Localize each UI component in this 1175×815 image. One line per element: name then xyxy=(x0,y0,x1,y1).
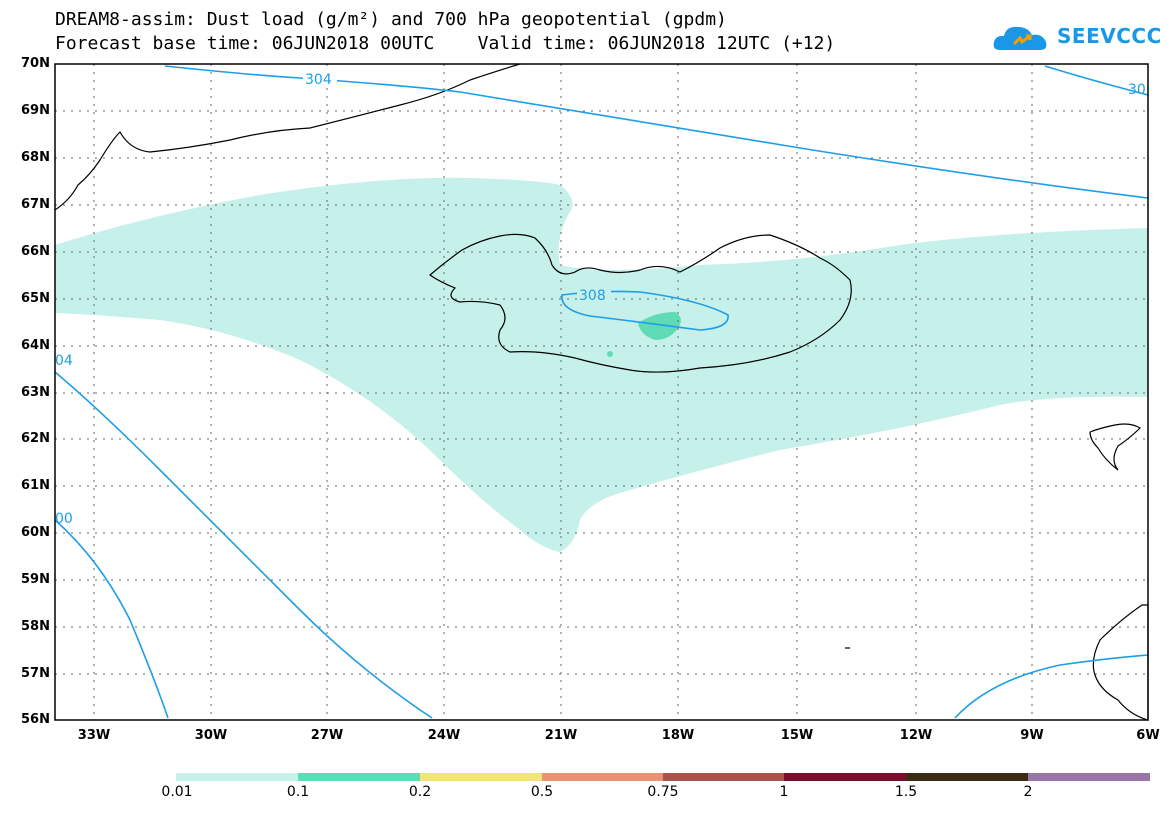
colorbar-label: 0.01 xyxy=(161,784,193,800)
lon-label: 15W xyxy=(780,728,814,743)
coastlines xyxy=(54,63,1149,721)
geopotential-contours xyxy=(54,65,1149,719)
lat-label: 67N xyxy=(21,197,50,212)
colorbar-label: 0.75 xyxy=(647,784,679,800)
lat-label: 70N xyxy=(21,56,50,71)
colorbar-label: 2 xyxy=(1023,784,1033,800)
lat-label: 66N xyxy=(21,244,50,259)
contour-label-00: 00 xyxy=(55,511,73,527)
lon-label: 30W xyxy=(194,728,228,743)
map-title: DREAM8-assim: Dust load (g/m²) and 700 h… xyxy=(55,9,727,30)
colorbar-swatch-0 xyxy=(176,773,298,781)
colorbar-swatch-3 xyxy=(542,773,663,781)
lat-label: 69N xyxy=(21,103,50,118)
colorbar-label: 1 xyxy=(779,784,789,800)
colorbar-swatch-5 xyxy=(784,773,906,781)
colorbar-swatch-1 xyxy=(298,773,420,781)
lon-label: 24W xyxy=(427,728,461,743)
colorbar-label: 0.2 xyxy=(408,784,432,800)
colorbar-swatch-7 xyxy=(1028,773,1150,781)
lat-label: 59N xyxy=(21,572,50,587)
map-subtitle: Forecast base time: 06JUN2018 00UTC Vali… xyxy=(55,33,836,54)
cloud-icon xyxy=(993,26,1047,50)
lat-label: 62N xyxy=(21,431,50,446)
colorbar xyxy=(176,773,1150,781)
lat-label: 68N xyxy=(21,150,50,165)
lon-label: 33W xyxy=(77,728,111,743)
colorbar-label: 0.5 xyxy=(530,784,554,800)
colorbar-swatch-6 xyxy=(906,773,1028,781)
contour-labels: 304 308 30 04 00 xyxy=(55,70,1146,527)
map-frame xyxy=(54,63,1149,721)
lat-label: 61N xyxy=(21,478,50,493)
lon-label: 27W xyxy=(310,728,344,743)
contour-label-30: 30 xyxy=(1128,82,1146,98)
lat-label: 64N xyxy=(21,338,50,353)
lat-label: 56N xyxy=(21,712,50,727)
lat-label: 57N xyxy=(21,666,50,681)
contour-label-04: 04 xyxy=(55,353,73,369)
lat-label: 60N xyxy=(21,525,50,540)
lon-label: 6W xyxy=(1136,728,1160,743)
lat-label: 63N xyxy=(21,385,50,400)
lon-label: 18W xyxy=(661,728,695,743)
contour-label-308: 308 xyxy=(579,288,606,304)
lat-label: 65N xyxy=(21,291,50,306)
lon-label: 9W xyxy=(1020,728,1044,743)
colorbar-swatch-2 xyxy=(420,773,542,781)
lat-label: 58N xyxy=(21,619,50,634)
colorbar-swatch-4 xyxy=(663,773,784,781)
dust-area-mid xyxy=(638,312,681,340)
lon-label: 21W xyxy=(544,728,578,743)
grid-lines xyxy=(55,64,1148,720)
logo-text: SEEVCCC xyxy=(1057,24,1162,48)
colorbar-label: 1.5 xyxy=(894,784,918,800)
contour-label-304: 304 xyxy=(305,72,332,88)
iceland-coast xyxy=(429,233,852,373)
colorbar-label: 0.1 xyxy=(286,784,310,800)
lon-label: 12W xyxy=(899,728,933,743)
